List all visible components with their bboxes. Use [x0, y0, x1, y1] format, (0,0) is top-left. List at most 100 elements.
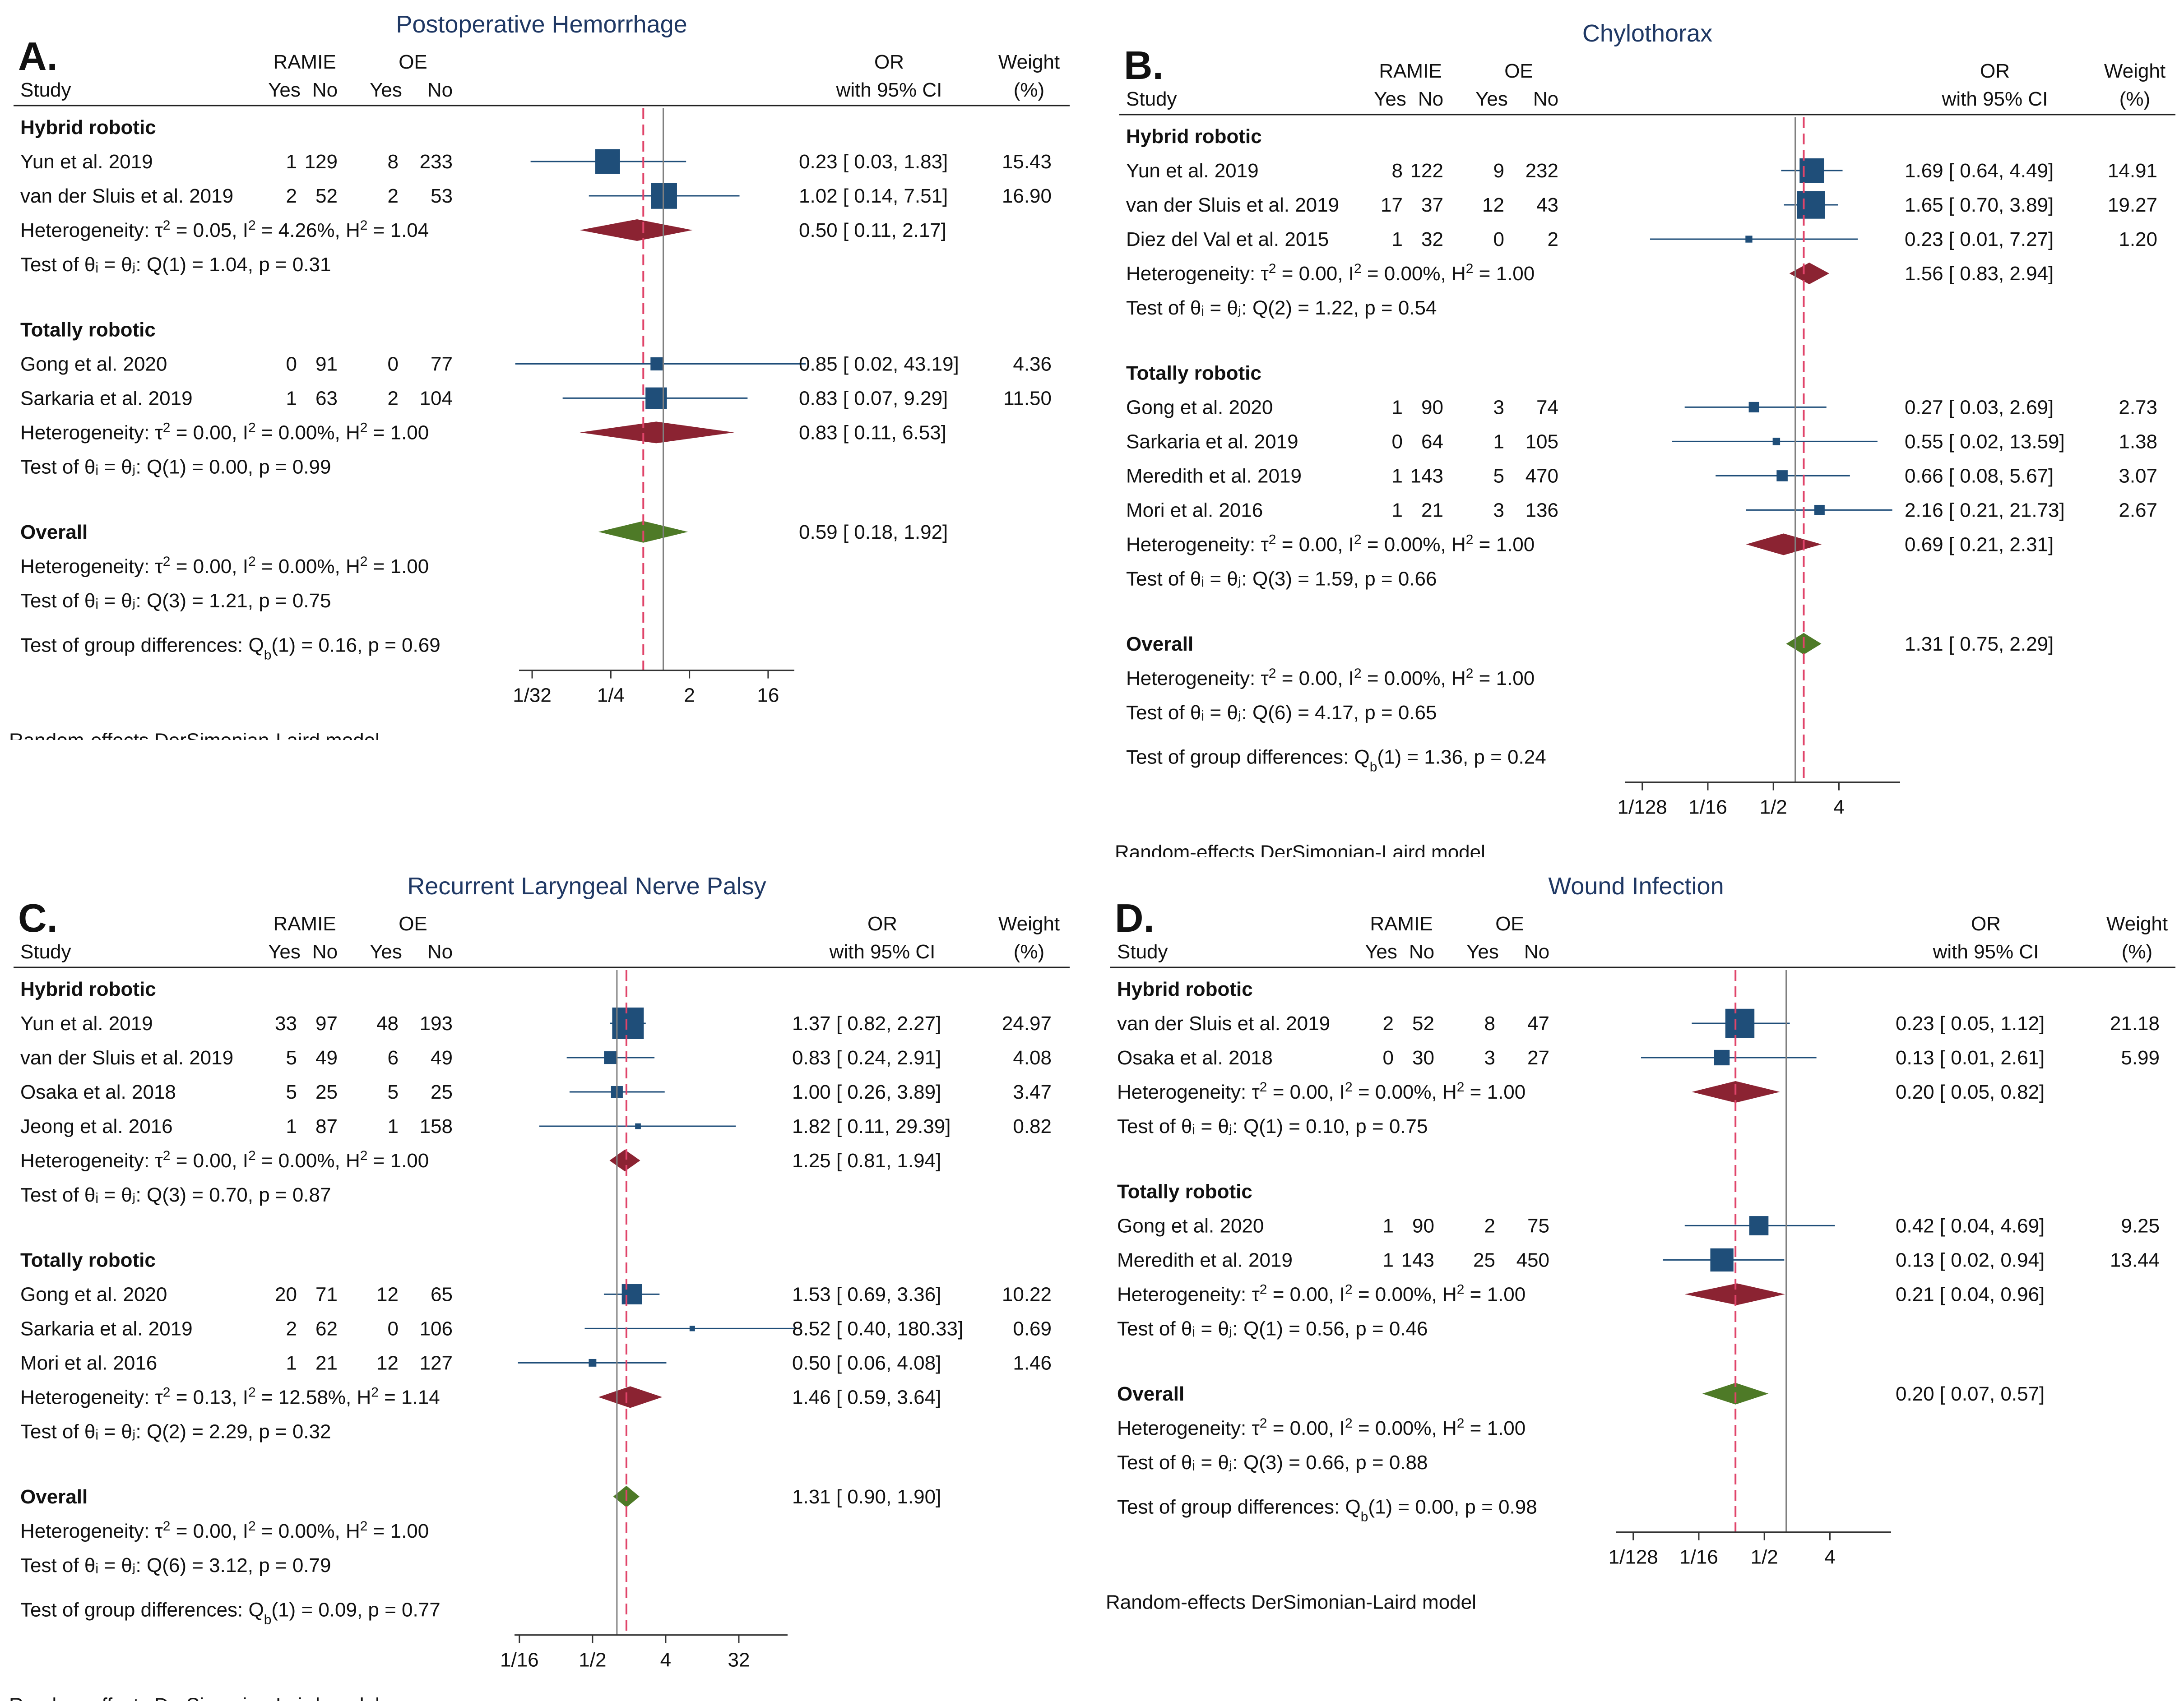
count-cell: 143: [1401, 1249, 1434, 1271]
effect-square: [1772, 438, 1781, 445]
x-tick-label: 1/2: [1751, 1546, 1778, 1568]
weight-value: 14.91: [2108, 160, 2157, 182]
study-name: Yun et al. 2019: [1126, 160, 1259, 182]
subgroup-heading: Hybrid robotic: [1117, 978, 1253, 1000]
weight-value: 1.38: [2119, 430, 2157, 453]
count-cell: 2: [1383, 1013, 1394, 1035]
count-cell: 1: [1392, 396, 1403, 418]
count-cell: 71: [315, 1283, 338, 1305]
panel-label: A.: [18, 34, 58, 79]
statistic-text: Heterogeneity: τ2 = 0.00, I2 = 0.00%, H2…: [1126, 666, 1535, 689]
group2-header: OE: [399, 51, 427, 73]
count-cell: 3: [1484, 1047, 1495, 1069]
x-tick-label: 1/16: [1688, 796, 1727, 818]
subtotal-diamond: [580, 421, 734, 444]
weight-value: 24.97: [1002, 1013, 1052, 1035]
x-tick-label: 4: [1824, 1546, 1835, 1568]
or-ci-value: 0.27 [ 0.03, 2.69]: [1905, 396, 2054, 418]
study-name: Sarkaria et al. 2019: [1126, 430, 1298, 453]
statistic-text: Test of θᵢ = θⱼ: Q(6) = 3.12, p = 0.79: [20, 1554, 331, 1577]
statistic-text: Heterogeneity: τ2 = 0.00, I2 = 0.00%, H2…: [20, 1518, 429, 1542]
or-ci-value: 1.53 [ 0.69, 3.36]: [792, 1283, 941, 1305]
count-header: No: [1409, 941, 1434, 963]
study-name: Mori et al. 2016: [20, 1352, 157, 1374]
count-header: Yes: [370, 941, 402, 963]
count-cell: 122: [1410, 160, 1443, 182]
or-header: OR: [867, 913, 897, 935]
count-cell: 1: [388, 1115, 399, 1137]
count-cell: 12: [376, 1352, 399, 1374]
weight-value: 5.99: [2121, 1047, 2160, 1069]
weight-unit-header: (%): [1014, 79, 1044, 101]
weight-value: 0.69: [1013, 1318, 1052, 1340]
count-cell: 53: [431, 185, 453, 207]
chart-title: Chylothorax: [1582, 20, 1712, 47]
count-cell: 43: [1536, 194, 1558, 216]
model-footnote: Random-effects DerSimonian-Laird model: [9, 1694, 380, 1701]
statistic-text: Test of θᵢ = θⱼ: Q(6) = 4.17, p = 0.65: [1126, 702, 1437, 724]
count-cell: 5: [286, 1081, 297, 1103]
x-tick-label: 4: [660, 1649, 671, 1671]
study-name: van der Sluis et al. 2019: [20, 185, 233, 207]
forest-plot-chylothorax: Chylothorax B. RAMIE OE Study Yes No Yes No OR wit…: [1106, 9, 2180, 864]
or-ci-value: 0.83 [ 0.11, 6.53]: [799, 421, 946, 444]
statistic-text: Test of θᵢ = θⱼ: Q(1) = 0.10, p = 0.75: [1117, 1115, 1428, 1137]
count-header: No: [1418, 88, 1443, 110]
or-ci-value: 0.23 [ 0.01, 7.27]: [1905, 228, 2054, 250]
study-name: Yun et al. 2019: [20, 151, 153, 173]
weight-header: Weight: [998, 913, 1060, 935]
subtotal-diamond: [598, 1386, 663, 1408]
count-cell: 75: [1527, 1215, 1549, 1237]
count-cell: 0: [1392, 430, 1403, 453]
or-ci-value: 0.69 [ 0.21, 2.31]: [1905, 533, 2054, 555]
count-cell: 127: [420, 1352, 453, 1374]
count-cell: 470: [1526, 465, 1558, 487]
weight-value: 1.46: [1013, 1352, 1052, 1374]
count-cell: 1: [1383, 1215, 1394, 1237]
forest-plot-svg: Recurrent Laryngeal Nerve Palsy C. RAMIE OE…: [9, 873, 1070, 1706]
chart-title: Postoperative Hemorrhage: [396, 11, 687, 38]
statistic-text: Test of θᵢ = θⱼ: Q(2) = 2.29, p = 0.32: [20, 1420, 331, 1442]
count-cell: 25: [431, 1081, 453, 1103]
count-header: Yes: [1475, 88, 1508, 110]
forest-plot-wound-infection: Wound Infection D. RAMIE OE Study Yes No Yes No O…: [1097, 862, 2180, 1614]
weight-value: 11.50: [1003, 387, 1052, 409]
effect-square: [689, 1326, 695, 1332]
count-cell: 52: [1412, 1013, 1434, 1035]
statistic-text: Test of θᵢ = θⱼ: Q(1) = 0.56, p = 0.46: [1117, 1318, 1428, 1340]
statistic-text: Test of group differences: Qb(1) = 0.00,…: [1117, 1496, 1537, 1525]
weight-value: 4.36: [1013, 353, 1052, 375]
statistic-text: Test of θᵢ = θⱼ: Q(2) = 1.22, p = 0.54: [1126, 297, 1437, 319]
count-cell: 158: [420, 1115, 453, 1137]
weight-unit-header: (%): [1014, 941, 1044, 963]
or-ci-value: 0.21 [ 0.04, 0.96]: [1896, 1283, 2045, 1305]
or-ci-value: 2.16 [ 0.21, 21.73]: [1905, 499, 2065, 521]
ci-header: with 95% CI: [836, 79, 942, 101]
or-header: OR: [874, 51, 904, 73]
weight-value: 13.44: [2110, 1249, 2160, 1271]
or-ci-value: 0.23 [ 0.05, 1.12]: [1896, 1013, 2045, 1035]
statistic-text: Test of group differences: Qb(1) = 1.36,…: [1126, 746, 1546, 775]
or-ci-value: 1.00 [ 0.26, 3.89]: [792, 1081, 941, 1103]
study-name: Gong et al. 2020: [1117, 1215, 1264, 1237]
study-name: van der Sluis et al. 2019: [20, 1047, 233, 1069]
count-header: No: [427, 941, 453, 963]
forest-plot-recurrent-laryngeal-nerve-palsy: Recurrent Laryngeal Nerve Palsy C. RAMIE OE…: [0, 862, 1074, 1706]
or-ci-value: 0.50 [ 0.11, 2.17]: [799, 219, 946, 241]
study-name: Yun et al. 2019: [20, 1013, 153, 1035]
count-cell: 0: [1383, 1047, 1394, 1069]
ci-header: with 95% CI: [829, 941, 936, 963]
subtotal-diamond: [1746, 533, 1822, 555]
count-cell: 63: [315, 387, 338, 409]
effect-square: [651, 183, 677, 209]
count-header: No: [1533, 88, 1558, 110]
weight-value: 19.27: [2108, 194, 2157, 216]
effect-square: [595, 149, 620, 174]
subgroup-heading: Hybrid robotic: [1126, 125, 1262, 148]
count-cell: 1: [1392, 228, 1403, 250]
statistic-text: Test of θᵢ = θⱼ: Q(3) = 0.70, p = 0.87: [20, 1184, 331, 1206]
effect-square: [635, 1123, 641, 1129]
overall-heading: Overall: [1117, 1383, 1184, 1405]
subgroup-heading: Totally robotic: [20, 1249, 156, 1271]
heterogeneity-text: Heterogeneity: τ2 = 0.00, I2 = 0.00%, H2…: [1126, 261, 1535, 285]
